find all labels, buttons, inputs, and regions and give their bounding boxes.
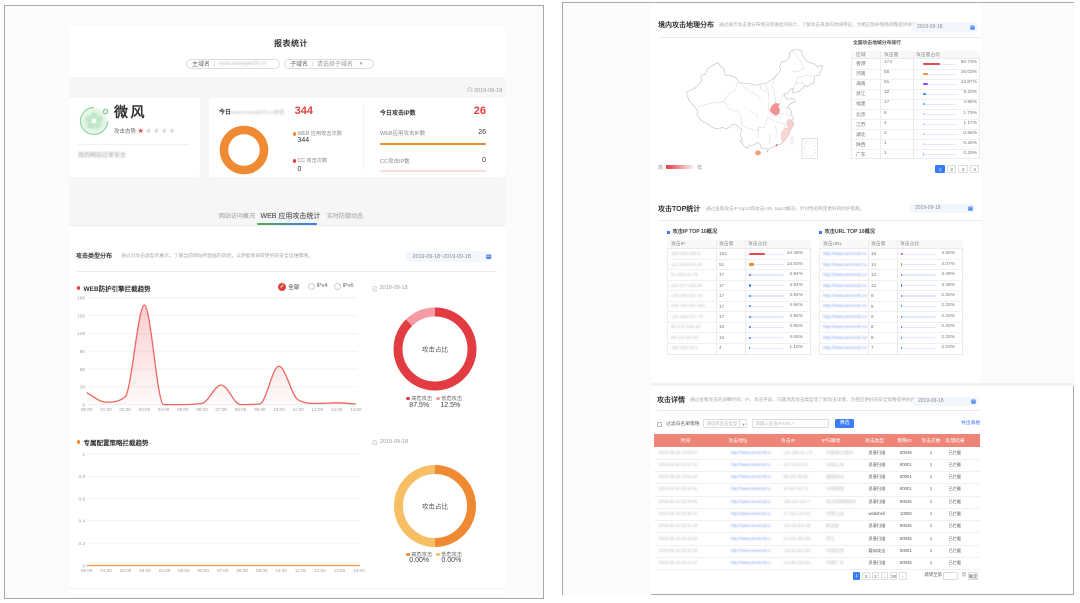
svg-text:04:00: 04:00 [158, 407, 170, 412]
svg-text:08:00: 08:00 [235, 407, 247, 412]
svg-text:02:00: 02:00 [119, 407, 131, 412]
svg-text:11:00: 11:00 [295, 568, 307, 573]
svg-text:60: 60 [80, 367, 86, 372]
svg-text:10:00: 10:00 [275, 568, 287, 573]
svg-text:01:00: 01:00 [100, 568, 112, 573]
svg-text:90: 90 [80, 349, 86, 354]
svg-text:180: 180 [77, 296, 85, 301]
svg-text:01:00: 01:00 [100, 407, 112, 412]
svg-text:0.4: 0.4 [79, 519, 86, 524]
svg-text:06:00: 06:00 [198, 568, 210, 573]
svg-text:150: 150 [77, 314, 85, 319]
svg-text:12:00: 12:00 [314, 568, 326, 573]
svg-text:00:00: 00:00 [81, 407, 93, 412]
svg-text:05:00: 05:00 [177, 407, 189, 412]
svg-text:0: 0 [82, 402, 85, 407]
svg-text:攻击占比: 攻击占比 [422, 344, 449, 353]
svg-text:0.2: 0.2 [79, 541, 86, 546]
svg-text:120: 120 [77, 331, 85, 336]
svg-text:30: 30 [80, 385, 86, 390]
svg-text:1: 1 [82, 452, 85, 457]
svg-text:09:00: 09:00 [254, 407, 266, 412]
svg-text:05:00: 05:00 [178, 568, 190, 573]
svg-text:0.6: 0.6 [79, 496, 86, 501]
svg-text:0: 0 [82, 563, 85, 568]
svg-text:08:00: 08:00 [236, 568, 248, 573]
svg-text:09:00: 09:00 [256, 568, 268, 573]
svg-text:攻击占比: 攻击占比 [422, 501, 449, 510]
svg-text:13:00: 13:00 [334, 568, 346, 573]
svg-text:13:00: 13:00 [331, 407, 343, 412]
svg-text:02:00: 02:00 [120, 568, 132, 573]
svg-text:14:00: 14:00 [353, 568, 365, 573]
svg-text:04:00: 04:00 [159, 568, 171, 573]
svg-text:06:00: 06:00 [196, 407, 208, 412]
svg-text:00:00: 00:00 [81, 568, 93, 573]
svg-text:0.8: 0.8 [79, 474, 86, 479]
svg-text:03:00: 03:00 [139, 568, 151, 573]
svg-text:07:00: 07:00 [215, 407, 227, 412]
svg-text:07:00: 07:00 [217, 568, 229, 573]
svg-text:10:00: 10:00 [273, 407, 285, 412]
svg-text:12:00: 12:00 [312, 407, 324, 412]
svg-text:03:00: 03:00 [139, 407, 151, 412]
svg-text:11:00: 11:00 [293, 407, 305, 412]
svg-text:14:00: 14:00 [350, 407, 362, 412]
